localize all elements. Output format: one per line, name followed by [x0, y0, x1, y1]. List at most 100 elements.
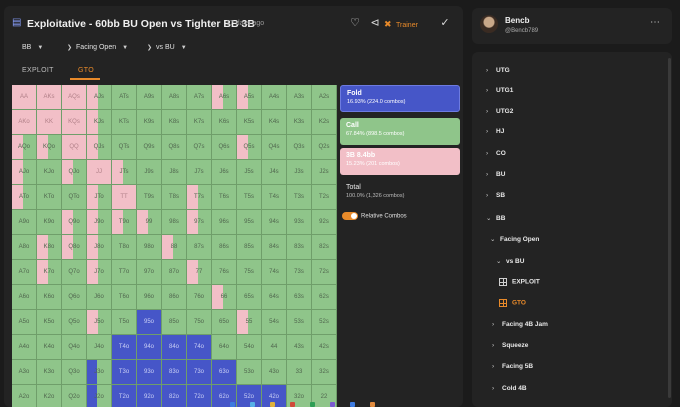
more-options-icon[interactable]: ⋯: [650, 17, 660, 28]
tree-node[interactable]: › Facing 5B: [492, 363, 533, 370]
situation-filter[interactable]: ❯ Facing Open ▼: [67, 44, 128, 51]
hand-cell[interactable]: J2o: [87, 385, 112, 407]
hand-cell[interactable]: A9s: [137, 85, 162, 110]
hand-cell[interactable]: 85o: [162, 310, 187, 335]
tree-node[interactable]: › Squeeze: [492, 342, 528, 349]
hand-cell[interactable]: KTs: [112, 110, 137, 135]
hand-cell[interactable]: 93o: [137, 360, 162, 385]
taskbar-app-icon[interactable]: [290, 402, 295, 407]
hand-cell[interactable]: J5o: [87, 310, 112, 335]
hand-cell[interactable]: 82o: [162, 385, 187, 407]
hand-cell[interactable]: 75o: [187, 310, 212, 335]
hand-cell[interactable]: A8o: [12, 235, 37, 260]
hand-cell[interactable]: 87o: [162, 260, 187, 285]
hand-cell[interactable]: Q4s: [262, 135, 287, 160]
hand-cell[interactable]: KJs: [87, 110, 112, 135]
hand-cell[interactable]: T3o: [112, 360, 137, 385]
hand-cell[interactable]: 83s: [287, 235, 312, 260]
hand-cell[interactable]: KJo: [37, 160, 62, 185]
hand-cell[interactable]: J8o: [87, 235, 112, 260]
hand-cell[interactable]: K6o: [37, 285, 62, 310]
hand-cell[interactable]: T6o: [112, 285, 137, 310]
hand-cell[interactable]: K5o: [37, 310, 62, 335]
taskbar-app-icon[interactable]: [370, 402, 375, 407]
hand-cell[interactable]: T8o: [112, 235, 137, 260]
hand-cell[interactable]: T5s: [237, 185, 262, 210]
hand-cell[interactable]: 42s: [312, 335, 337, 360]
position-filter[interactable]: BB ▼: [22, 44, 43, 51]
taskbar-app-icon[interactable]: [230, 402, 235, 407]
hand-cell[interactable]: T4o: [112, 335, 137, 360]
hand-cell[interactable]: K4o: [37, 335, 62, 360]
opponent-filter[interactable]: ❯ vs BU ▼: [147, 44, 187, 51]
hand-cell[interactable]: 72o: [187, 385, 212, 407]
hand-cell[interactable]: QJs: [87, 135, 112, 160]
hand-cell[interactable]: T8s: [162, 185, 187, 210]
hand-cell[interactable]: 76o: [187, 285, 212, 310]
hand-cell[interactable]: J7s: [187, 160, 212, 185]
hand-cell[interactable]: 76s: [212, 260, 237, 285]
hand-cell[interactable]: A2s: [312, 85, 337, 110]
hand-cell[interactable]: 43o: [262, 360, 287, 385]
hand-cell[interactable]: Q6o: [62, 285, 87, 310]
hand-cell[interactable]: 22: [312, 385, 337, 407]
heart-icon[interactable]: ♡: [350, 17, 360, 29]
hand-cell[interactable]: A3s: [287, 85, 312, 110]
tree-node[interactable]: ⌄ vs BU: [496, 257, 524, 265]
hand-cell[interactable]: Q5o: [62, 310, 87, 335]
tree-node[interactable]: EXPLOIT: [499, 278, 540, 286]
tree-node[interactable]: ⌄ BB: [486, 214, 505, 222]
hand-cell[interactable]: K2s: [312, 110, 337, 135]
hand-cell[interactable]: J3s: [287, 160, 312, 185]
check-icon[interactable]: ✓: [440, 17, 450, 29]
hand-cell[interactable]: K8s: [162, 110, 187, 135]
hand-cell[interactable]: AQo: [12, 135, 37, 160]
hand-cell[interactable]: 66: [212, 285, 237, 310]
hand-cell[interactable]: 63o: [212, 360, 237, 385]
hand-cell[interactable]: Q8o: [62, 235, 87, 260]
hand-cell[interactable]: 53s: [287, 310, 312, 335]
taskbar-app-icon[interactable]: [270, 402, 275, 407]
hand-cell[interactable]: Q2o: [62, 385, 87, 407]
taskbar-app-icon[interactable]: [310, 402, 315, 407]
hand-cell[interactable]: 95s: [237, 210, 262, 235]
hand-cell[interactable]: Q7o: [62, 260, 87, 285]
hand-cell[interactable]: K5s: [237, 110, 262, 135]
hand-cell[interactable]: QQ: [62, 135, 87, 160]
hand-cell[interactable]: T7o: [112, 260, 137, 285]
hand-cell[interactable]: T2o: [112, 385, 137, 407]
hand-cell[interactable]: TT: [112, 185, 137, 210]
hand-cell[interactable]: K4s: [262, 110, 287, 135]
tree-node[interactable]: › Facing 4B Jam: [492, 321, 548, 328]
hand-cell[interactable]: Q5s: [237, 135, 262, 160]
tab-exploit[interactable]: EXPLOIT: [22, 67, 54, 74]
hand-cell[interactable]: ATs: [112, 85, 137, 110]
hand-cell[interactable]: Q4o: [62, 335, 87, 360]
hand-cell[interactable]: 94o: [137, 335, 162, 360]
hand-cell[interactable]: AJs: [87, 85, 112, 110]
hand-cell[interactable]: T5o: [112, 310, 137, 335]
tree-node[interactable]: › CO: [486, 150, 506, 157]
hand-cell[interactable]: 44: [262, 335, 287, 360]
hand-cell[interactable]: 53o: [237, 360, 262, 385]
hand-cell[interactable]: 54s: [262, 310, 287, 335]
hand-cell[interactable]: QJo: [62, 160, 87, 185]
hand-cell[interactable]: 86o: [162, 285, 187, 310]
hand-cell[interactable]: 54o: [237, 335, 262, 360]
hand-cell[interactable]: Q9o: [62, 210, 87, 235]
scrollbar[interactable]: [668, 58, 671, 398]
hand-cell[interactable]: J4o: [87, 335, 112, 360]
tree-node[interactable]: › BU: [486, 171, 505, 178]
taskbar-app-icon[interactable]: [350, 402, 355, 407]
toggle-switch-icon[interactable]: [342, 212, 358, 220]
hand-cell[interactable]: A7s: [187, 85, 212, 110]
hand-cell[interactable]: A2o: [12, 385, 37, 407]
hand-cell[interactable]: 84o: [162, 335, 187, 360]
hand-cell[interactable]: K7s: [187, 110, 212, 135]
hand-cell[interactable]: Q6s: [212, 135, 237, 160]
hand-cell[interactable]: T9s: [137, 185, 162, 210]
hand-cell[interactable]: 88: [162, 235, 187, 260]
hand-cell[interactable]: JJ: [87, 160, 112, 185]
hand-cell[interactable]: A3o: [12, 360, 37, 385]
hand-cell[interactable]: K9s: [137, 110, 162, 135]
